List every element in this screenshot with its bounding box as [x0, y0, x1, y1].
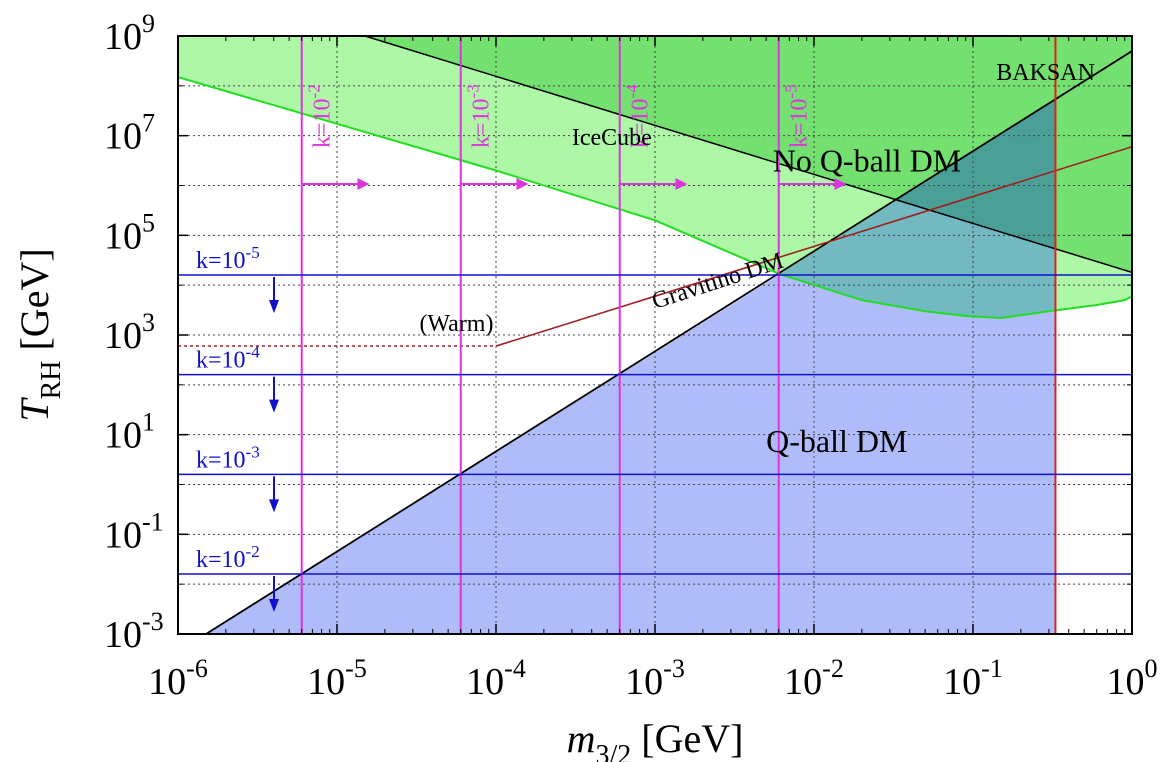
k-horizontal-arrow-head [269, 399, 279, 413]
icecube-boundary-line [178, 76, 1132, 319]
k-vertical-label: k=10-4 [623, 84, 654, 148]
gravitino-dm-line [495, 145, 1132, 347]
region-qball-dm [206, 99, 1056, 634]
k-horizontal-arrow-head [269, 299, 279, 313]
annotation-warm: (Warm) [419, 311, 493, 337]
x-tick-label: 10-5 [307, 654, 367, 703]
y-tick-label: 10-3 [104, 607, 164, 656]
x-tick-label: 100 [1107, 654, 1158, 703]
k-vertical-arrow-head [357, 178, 370, 190]
k-vertical-label: k=10-2 [305, 84, 336, 148]
k-vertical-arrow-head [675, 178, 688, 190]
k-horizontal-label: k=10-5 [196, 243, 260, 274]
k-vertical-label: k=10-5 [782, 84, 813, 148]
k-horizontal-arrow-head [269, 499, 279, 513]
baksan-boundary-line [364, 36, 1132, 274]
axis-titles: m3/2 [GeV] TRH [GeV] [12, 248, 743, 762]
annotation-q-ball-dm: Q-ball DM [766, 423, 907, 459]
k-vertical-arrow-head [834, 178, 847, 190]
x-tick-label: 10-6 [148, 654, 208, 703]
x-tick-label: 10-4 [466, 654, 526, 703]
annotation-icecube: IceCube [572, 125, 652, 151]
k-horizontal-label: k=10-2 [196, 542, 260, 573]
y-tick-label: 101 [104, 408, 155, 457]
chart-grid [178, 36, 1132, 634]
x-tick-label: 10-2 [784, 654, 844, 703]
k-horizontal-label: k=10-3 [196, 442, 260, 473]
axis-ticks: 10-6 10-5 10-4 10-3 10-2 10-1 100 10-3 10-1 101 10… [104, 9, 1158, 703]
y-tick-label: 10-1 [104, 507, 164, 556]
annotation-baksan: BAKSAN [996, 60, 1095, 86]
y-tick-label: 109 [104, 9, 155, 58]
x-axis-title: m3/2 [GeV] [567, 716, 744, 762]
k-horizontal-arrow-head [269, 598, 279, 612]
chart-lines [178, 36, 1132, 634]
qball-boundary-line [205, 50, 1132, 634]
y-tick-label: 107 [104, 109, 155, 158]
y-tick-label: 103 [104, 308, 155, 357]
x-tick-label: 10-3 [625, 654, 685, 703]
y-tick-label: 105 [104, 208, 155, 257]
y-axis-title: TRH [GeV] [12, 248, 67, 421]
k-horizontal-label: k=10-4 [196, 343, 260, 374]
x-tick-label: 10-1 [943, 654, 1003, 703]
k-vertical-arrow-head [516, 178, 529, 190]
k-vertical-label: k=10-3 [464, 84, 495, 148]
annotation-no-q-ball-dm: No Q-ball DM [773, 143, 961, 179]
